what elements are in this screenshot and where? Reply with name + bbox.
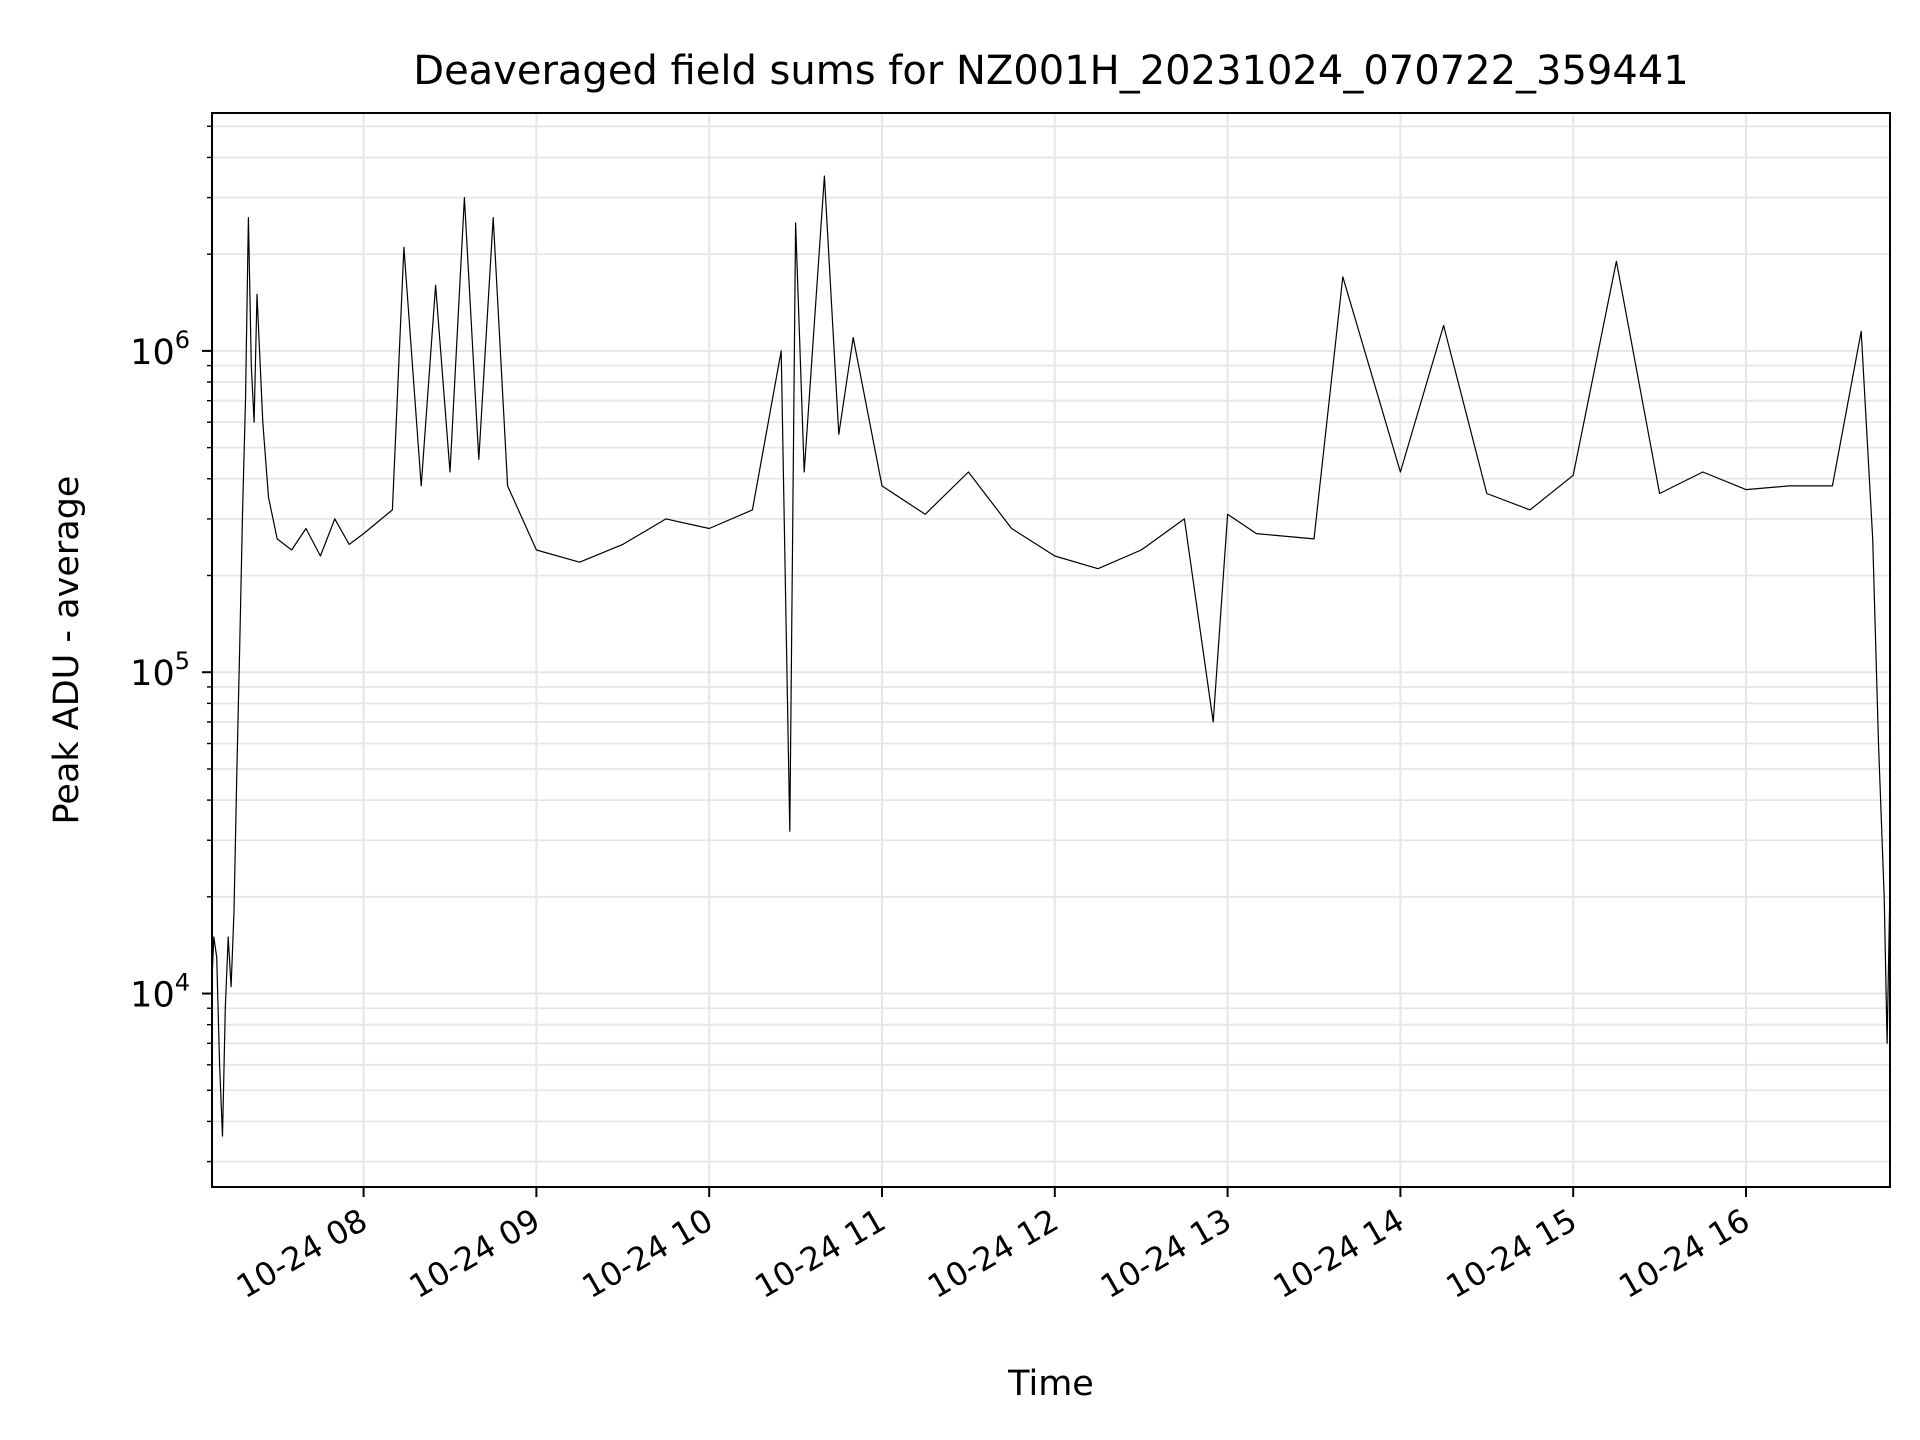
series-line	[211, 175, 1891, 1137]
plot-frame	[211, 112, 1891, 1188]
y-axis-label: Peak ADU - average	[47, 476, 87, 825]
plot-area	[211, 175, 1891, 1137]
chart-title: Deaveraged field sums for NZ001H_2023102…	[413, 48, 1688, 94]
y-tick-label: 106	[130, 326, 190, 373]
y-axis-ticks: 104 105 106	[130, 125, 212, 1163]
y-tick-label: 105	[130, 647, 190, 694]
y-tick-label: 104	[130, 969, 190, 1016]
grid-lines	[212, 113, 1890, 1187]
x-axis-label: Time	[1007, 1364, 1094, 1404]
